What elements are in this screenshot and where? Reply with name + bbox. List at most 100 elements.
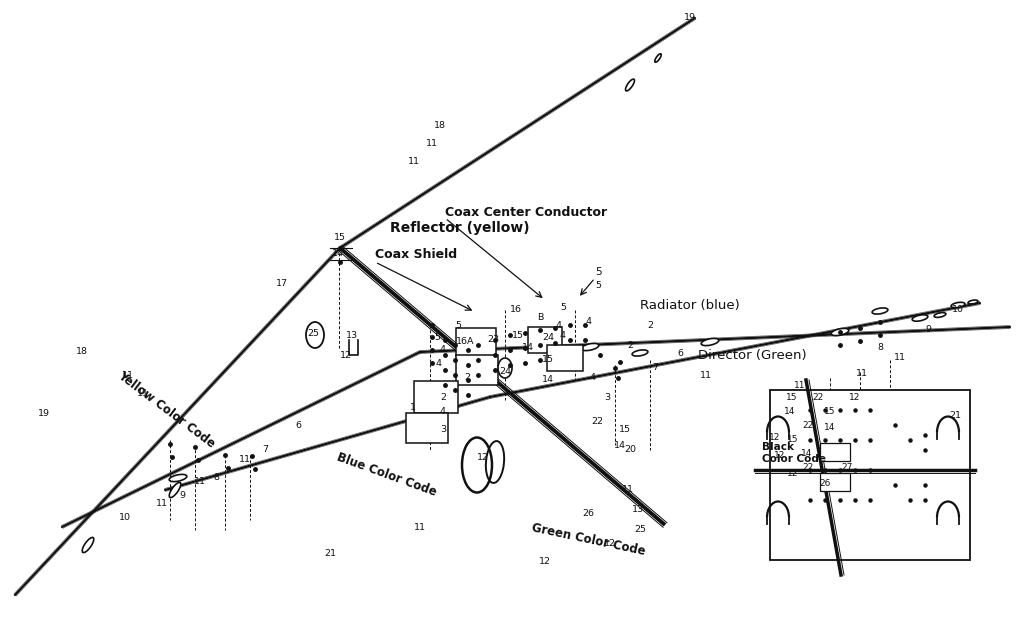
Text: 18: 18 xyxy=(76,347,88,357)
Text: Yellow Color Code: Yellow Color Code xyxy=(115,369,217,451)
Text: 22: 22 xyxy=(812,392,823,401)
FancyBboxPatch shape xyxy=(406,413,449,443)
Text: 15: 15 xyxy=(618,426,631,435)
Text: Director (Green): Director (Green) xyxy=(698,349,807,362)
Text: 16: 16 xyxy=(510,305,522,315)
Text: 2: 2 xyxy=(440,394,446,403)
Text: 11: 11 xyxy=(622,485,634,494)
Text: 11: 11 xyxy=(194,477,206,487)
Text: 12: 12 xyxy=(787,468,799,477)
Text: 15: 15 xyxy=(786,392,798,401)
Ellipse shape xyxy=(582,344,599,350)
Text: 10: 10 xyxy=(952,305,964,315)
Text: 4: 4 xyxy=(589,374,595,382)
Text: 19: 19 xyxy=(684,13,696,23)
Ellipse shape xyxy=(872,308,888,314)
FancyBboxPatch shape xyxy=(414,381,458,413)
Text: 22: 22 xyxy=(803,421,814,430)
Ellipse shape xyxy=(701,338,719,345)
Text: 6: 6 xyxy=(295,421,301,430)
Text: 9: 9 xyxy=(925,325,931,335)
Text: 12: 12 xyxy=(774,450,785,460)
Text: 14: 14 xyxy=(784,408,796,416)
FancyBboxPatch shape xyxy=(820,473,850,491)
FancyBboxPatch shape xyxy=(456,355,498,385)
Text: 22: 22 xyxy=(591,418,603,426)
Text: 11: 11 xyxy=(156,499,168,507)
FancyBboxPatch shape xyxy=(528,327,562,353)
Text: B: B xyxy=(537,313,543,323)
Text: 11: 11 xyxy=(122,371,134,379)
Text: 11: 11 xyxy=(795,381,806,389)
Text: 12: 12 xyxy=(340,352,352,360)
Text: 10: 10 xyxy=(119,512,131,521)
Text: 11: 11 xyxy=(414,524,426,533)
Text: 15: 15 xyxy=(542,355,554,364)
FancyBboxPatch shape xyxy=(456,328,496,356)
Text: 14: 14 xyxy=(802,448,813,458)
Text: 4: 4 xyxy=(560,330,566,340)
Text: 14: 14 xyxy=(522,344,534,352)
Ellipse shape xyxy=(498,358,512,378)
Text: Blue Color Code: Blue Color Code xyxy=(335,451,438,499)
Text: 4: 4 xyxy=(435,359,441,367)
Text: 12: 12 xyxy=(849,394,861,403)
Text: Radiator (blue): Radiator (blue) xyxy=(640,298,739,311)
Text: 25: 25 xyxy=(634,526,646,534)
FancyBboxPatch shape xyxy=(547,345,583,371)
Text: 17: 17 xyxy=(276,278,288,288)
Ellipse shape xyxy=(831,328,849,335)
Ellipse shape xyxy=(632,350,648,356)
Ellipse shape xyxy=(306,322,324,348)
Text: 24: 24 xyxy=(499,367,511,377)
Text: 2: 2 xyxy=(464,374,470,382)
Ellipse shape xyxy=(169,474,186,482)
Text: 27: 27 xyxy=(842,463,853,472)
Text: 14: 14 xyxy=(614,440,626,450)
Text: 3: 3 xyxy=(604,394,610,403)
Text: 14: 14 xyxy=(542,376,554,384)
Text: 15: 15 xyxy=(512,330,524,340)
Text: 5: 5 xyxy=(560,303,566,313)
Text: 25: 25 xyxy=(307,328,319,337)
Text: 9: 9 xyxy=(179,490,185,499)
Text: Green Color Code: Green Color Code xyxy=(530,522,646,558)
Text: 24: 24 xyxy=(542,332,554,342)
Text: Coax Shield: Coax Shield xyxy=(375,249,457,261)
Text: Reflector (yellow): Reflector (yellow) xyxy=(390,221,529,235)
Text: 14: 14 xyxy=(332,249,344,257)
Ellipse shape xyxy=(169,482,181,497)
Text: 4: 4 xyxy=(440,408,446,416)
Ellipse shape xyxy=(912,315,928,321)
Text: 12: 12 xyxy=(769,433,780,443)
Text: 7: 7 xyxy=(262,445,268,455)
Text: 26: 26 xyxy=(582,509,594,517)
Text: 15: 15 xyxy=(824,408,836,416)
Text: Coax Center Conductor: Coax Center Conductor xyxy=(445,205,607,219)
Text: 3: 3 xyxy=(440,426,446,435)
Text: 12: 12 xyxy=(604,538,616,548)
Text: 11: 11 xyxy=(700,371,712,379)
Ellipse shape xyxy=(951,302,965,308)
Text: 21: 21 xyxy=(949,411,961,420)
Text: 6: 6 xyxy=(677,349,683,357)
Text: 4: 4 xyxy=(555,320,561,330)
Text: 13: 13 xyxy=(632,506,644,514)
Ellipse shape xyxy=(626,79,635,91)
Text: 7: 7 xyxy=(652,364,658,372)
Text: 1: 1 xyxy=(410,404,416,413)
Text: 13: 13 xyxy=(346,330,358,340)
Text: 11: 11 xyxy=(239,455,251,465)
FancyBboxPatch shape xyxy=(820,443,850,461)
Text: Black
Color Code: Black Color Code xyxy=(762,442,826,464)
Text: 26: 26 xyxy=(819,479,830,487)
Text: 12: 12 xyxy=(477,453,489,462)
Text: 23: 23 xyxy=(487,335,499,345)
Text: 4: 4 xyxy=(440,345,446,354)
Ellipse shape xyxy=(934,313,946,317)
Text: 15: 15 xyxy=(334,232,346,242)
Text: 15: 15 xyxy=(787,435,799,445)
Text: 18: 18 xyxy=(434,121,446,129)
Text: 11: 11 xyxy=(894,352,906,362)
Text: 21: 21 xyxy=(324,548,336,558)
